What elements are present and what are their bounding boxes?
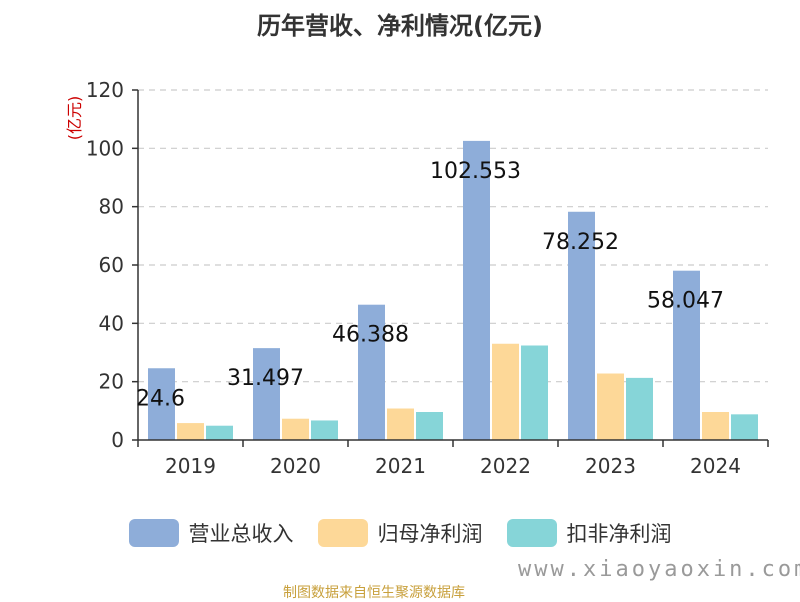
bar-2-2024	[731, 414, 758, 440]
bar-0-2022	[463, 140, 490, 440]
y-axis-title: (亿元)	[65, 96, 84, 141]
data-label: 58.047	[647, 289, 724, 314]
axes: 0 20 40 60 80 100 120 2019 2020 2021 2022 2023 2024	[86, 78, 769, 478]
bar-2-2021	[416, 412, 443, 440]
watermark: www.xiaoyaoxin.com	[518, 557, 800, 582]
y-tick-label: 0	[111, 428, 124, 452]
x-tick-label: 2021	[375, 454, 426, 478]
x-tick-label: 2020	[270, 454, 321, 478]
y-tick-label: 80	[99, 195, 124, 219]
data-labels: 24.6 31.497 46.388 102.553 78.252 58.047	[136, 159, 724, 411]
legend-swatch	[506, 519, 557, 547]
data-label: 31.497	[227, 366, 304, 391]
bar-0-2020	[253, 348, 280, 440]
chart-legend: 营业总收入 归母净利润 扣非净利润	[0, 518, 800, 548]
x-tick-label: 2022	[480, 454, 531, 478]
bar-1-2022	[492, 343, 519, 440]
bar-1-2021	[387, 408, 414, 440]
bar-1-2019	[177, 423, 204, 440]
bar-0-2019	[148, 368, 175, 440]
source-note: 制图数据来自恒生聚源数据库	[283, 585, 465, 601]
bar-2-2020	[311, 420, 338, 440]
legend-label: 归母净利润	[377, 522, 483, 546]
x-tick-label: 2023	[585, 454, 636, 478]
chart-title: 历年营收、净利情况(亿元)	[257, 12, 543, 40]
y-tick-label: 100	[86, 136, 124, 160]
data-label: 24.6	[136, 386, 185, 411]
bar-2-2022	[521, 345, 548, 440]
legend-swatch	[128, 519, 179, 547]
x-tick-label: 2019	[165, 454, 216, 478]
bar-0-2021	[358, 304, 385, 440]
data-label: 102.553	[430, 159, 521, 184]
y-tick-label: 20	[99, 370, 124, 394]
legend-item[interactable]: 营业总收入	[128, 518, 294, 548]
x-tick-label: 2024	[690, 454, 741, 478]
legend-label: 营业总收入	[188, 522, 294, 546]
grid-lines	[138, 89, 768, 383]
legend-swatch	[317, 519, 368, 547]
bar-1-2020	[282, 418, 309, 440]
bar-1-2024	[702, 412, 729, 440]
bars	[148, 140, 758, 440]
bar-0-2024	[673, 270, 700, 440]
legend-label: 扣非净利润	[566, 522, 672, 546]
legend-item[interactable]: 归母净利润	[317, 518, 483, 548]
bar-1-2023	[597, 373, 624, 440]
bar-2-2023	[626, 377, 653, 440]
bar-0-2023	[568, 211, 595, 440]
y-tick-label: 120	[86, 78, 124, 102]
data-label: 46.388	[332, 323, 409, 348]
y-tick-label: 60	[99, 253, 124, 277]
data-label: 78.252	[542, 230, 619, 255]
y-tick-label: 40	[99, 311, 124, 335]
legend-item[interactable]: 扣非净利润	[506, 518, 672, 548]
bar-2-2019	[206, 425, 233, 440]
